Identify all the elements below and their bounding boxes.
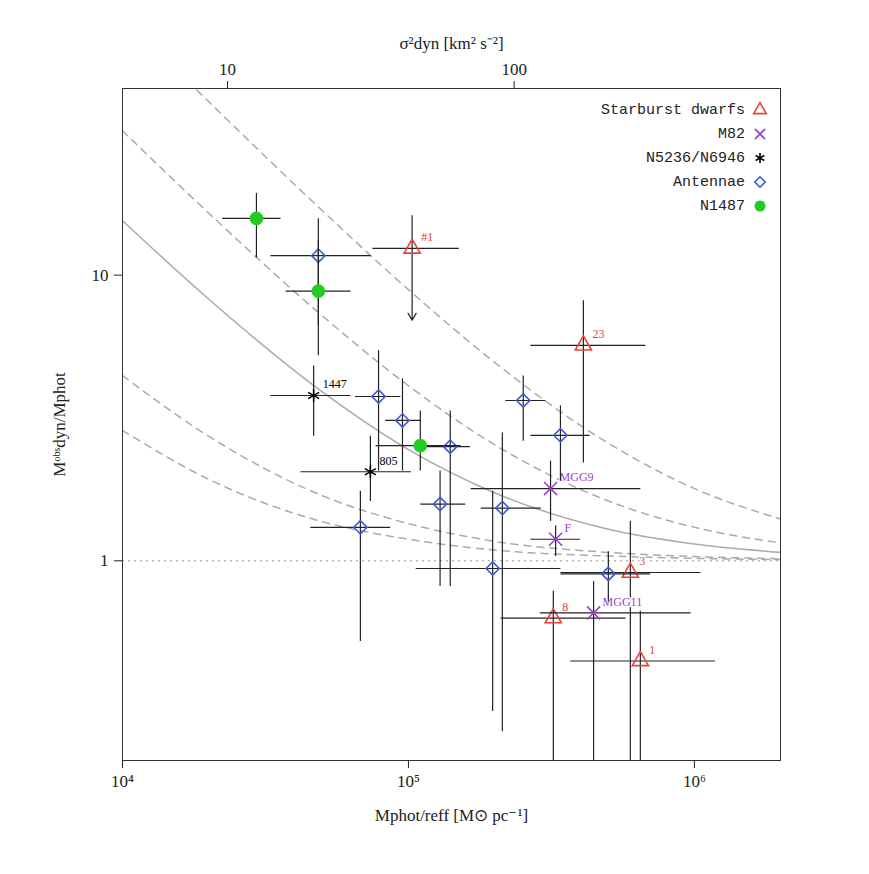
svg-text:1447: 1447: [323, 377, 347, 391]
html-text:Antennae: Antennae: [673, 173, 745, 191]
svg-text:1: 1: [100, 551, 109, 570]
svg-text:10: 10: [92, 266, 109, 285]
svg-text:23: 23: [592, 327, 604, 341]
svg-text:#1: #1: [421, 230, 433, 244]
svg-text:10: 10: [219, 60, 236, 79]
svg-text:Mphot/reff [M⊙ pc⁻¹]: Mphot/reff [M⊙ pc⁻¹]: [375, 806, 528, 825]
svg-text:3: 3: [639, 554, 645, 568]
svg-text:10⁶: 10⁶: [683, 772, 706, 791]
svg-text:805: 805: [379, 454, 397, 468]
svg-text:σ²dyn [km² s⁻²]: σ²dyn [km² s⁻²]: [399, 34, 503, 53]
svg-text:1: 1: [649, 643, 655, 657]
html-text:N5236/N6946: N5236/N6946: [646, 149, 745, 167]
html-text:Starburst dwarfs: Starburst dwarfs: [601, 101, 745, 119]
html-text:N1487: N1487: [700, 197, 745, 215]
svg-text:MGG11: MGG11: [602, 594, 643, 609]
svg-text:10⁴: 10⁴: [111, 772, 134, 791]
svg-text:F: F: [565, 521, 572, 535]
svg-text:10⁵: 10⁵: [397, 772, 420, 791]
html-text:M82: M82: [718, 125, 745, 143]
svg-text:MGG9: MGG9: [560, 470, 594, 484]
svg-text:Mᵒᵇˢdyn/Mphot: Mᵒᵇˢdyn/Mphot: [50, 372, 69, 477]
svg-text:100: 100: [501, 60, 527, 79]
svg-text:8: 8: [562, 600, 568, 614]
